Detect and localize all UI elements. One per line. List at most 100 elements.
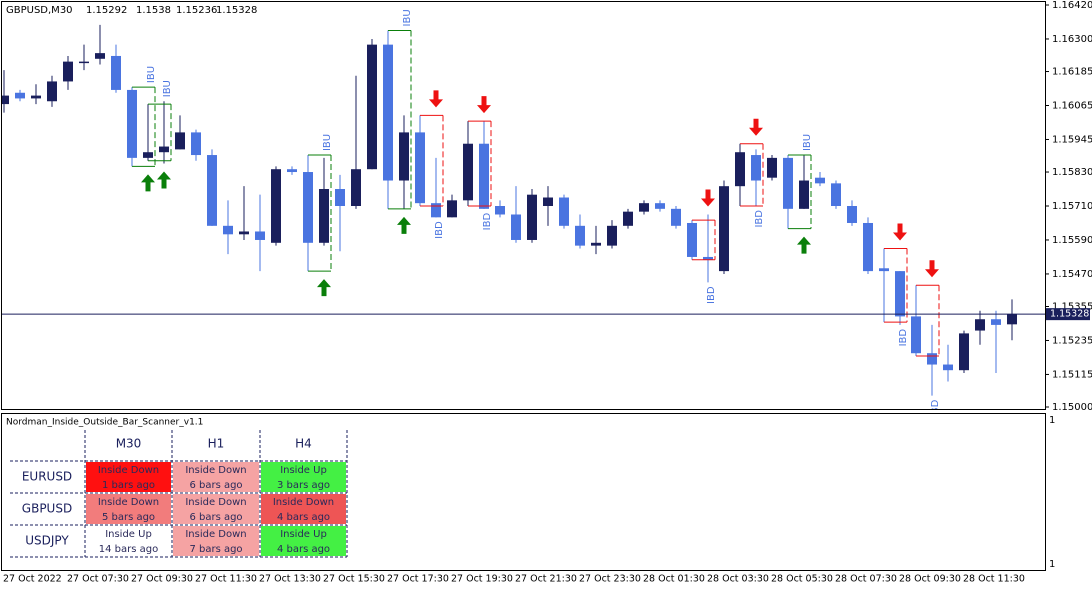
x-tick-label: 28 Oct 11:30 [963, 574, 1025, 585]
candle-body [239, 231, 249, 235]
y-tick-label: 1.16185 [1052, 67, 1092, 78]
x-tick-label: 27 Oct 09:30 [131, 574, 193, 585]
cell-signal: Inside Down [98, 465, 159, 476]
price-label: 1.15328 [1050, 309, 1089, 320]
candle-body [703, 256, 713, 260]
candle-body [847, 206, 857, 223]
inside-bar-bracket [148, 103, 171, 162]
candle-body [95, 53, 105, 59]
scanner-cell [261, 494, 346, 524]
up-arrow [397, 216, 411, 234]
candle-body [127, 89, 137, 158]
scanner-cell [86, 494, 171, 524]
row-symbol: USDJPY [25, 534, 69, 548]
inside-bar-bracket [916, 284, 939, 357]
ohlc-value: 1.15236 [176, 5, 217, 16]
down-arrow [477, 96, 491, 114]
signal-label: IBD [706, 286, 717, 304]
x-tick-label: 27 Oct 23:30 [579, 574, 641, 585]
candle-body [495, 206, 505, 215]
cell-signal: Inside Up [280, 465, 327, 476]
candle-body [671, 208, 681, 226]
cell-age: 7 bars ago [189, 544, 242, 555]
candle-body [31, 95, 41, 99]
scanner-cell [261, 462, 346, 492]
candle-body [111, 55, 121, 90]
candle-body [591, 242, 601, 246]
y-tick-label: 1.15235 [1052, 335, 1092, 346]
scanner-cell [173, 494, 259, 524]
candle-body [319, 189, 329, 243]
candle-body [415, 132, 425, 204]
candle-body [863, 222, 873, 272]
cell-age: 6 bars ago [189, 480, 242, 491]
price-label-box [1046, 308, 1090, 321]
cell-signal: Inside Down [185, 465, 246, 476]
up-arrow [157, 171, 171, 189]
candle-body [191, 132, 201, 156]
inside-bar-bracket [788, 154, 811, 230]
x-tick-label: 27 Oct 13:30 [259, 574, 321, 585]
candle-body [543, 197, 553, 206]
candle-body [303, 172, 313, 243]
cell-age: 14 bars ago [99, 544, 158, 555]
x-tick-label: 28 Oct 09:30 [899, 574, 961, 585]
indicator-title: Nordman_Inside_Outside_Bar_Scanner_v1.1 [6, 418, 203, 428]
down-arrow [925, 260, 939, 278]
cell-signal: Inside Down [98, 497, 159, 508]
signal-label: IBD [482, 213, 493, 231]
x-tick-label: 28 Oct 01:30 [643, 574, 705, 585]
candle-body [639, 203, 649, 212]
y-tick-label: 1.16300 [1052, 34, 1092, 45]
down-arrow [893, 223, 907, 241]
candle-body [175, 132, 185, 150]
candle-body [63, 61, 73, 82]
candle-body [575, 225, 585, 246]
candle-body [207, 155, 217, 226]
up-arrow [317, 279, 331, 297]
scanner-cell [173, 462, 259, 492]
candle-body [79, 61, 89, 64]
y-tick-label: 1.15710 [1052, 201, 1092, 212]
candle-body [447, 200, 457, 218]
inside-bar-bracket [388, 29, 411, 210]
x-tick-label: 27 Oct 21:30 [515, 574, 577, 585]
signal-label: IBU [402, 9, 413, 26]
column-header: H1 [208, 437, 225, 451]
candle-body [815, 177, 825, 184]
candle-body [223, 225, 233, 235]
cell-signal: Inside Down [273, 497, 334, 508]
candle-body [799, 180, 809, 209]
candle-body [655, 203, 665, 209]
cell-signal: Inside Down [185, 497, 246, 508]
cell-age: 5 bars ago [102, 512, 155, 523]
down-arrow [749, 118, 763, 136]
candle-body [511, 214, 521, 240]
candle-body [559, 197, 569, 226]
y-tick-label: 1.15590 [1052, 235, 1092, 246]
x-tick-label: 27 Oct 15:30 [323, 574, 385, 585]
ohlc-value: 1.1538 [136, 5, 171, 16]
candle-body [927, 353, 937, 365]
cell-age: 6 bars ago [189, 512, 242, 523]
panel-axis-label: 1 [1049, 559, 1055, 570]
signal-label: IBU [146, 66, 157, 83]
signal-label: IBD [434, 221, 445, 239]
candle-body [383, 44, 393, 181]
candle-body [959, 333, 969, 371]
up-arrow [141, 174, 155, 192]
y-tick-label: 1.16065 [1052, 101, 1092, 112]
signal-label: IBD [754, 210, 765, 228]
candle-body [751, 155, 761, 181]
scanner-cell [86, 462, 171, 492]
y-tick-label: 1.15000 [1052, 402, 1092, 413]
symbol-label: GBPUSD,M30 [6, 5, 73, 16]
candle-body [431, 203, 441, 218]
x-tick-label: 28 Oct 05:30 [771, 574, 833, 585]
cell-age: 4 bars ago [277, 512, 330, 523]
candle-body [975, 319, 985, 331]
inside-bar-bracket [132, 86, 155, 167]
column-header: M30 [116, 437, 142, 451]
y-tick-label: 1.15355 [1052, 302, 1092, 313]
